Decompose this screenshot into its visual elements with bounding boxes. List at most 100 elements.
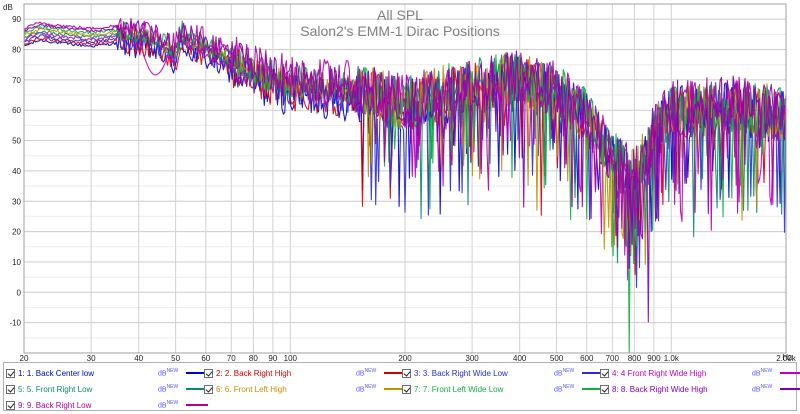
legend-checkbox[interactable] (204, 384, 213, 394)
y-tick-label: 80 (12, 46, 21, 55)
series-line-9 (23, 18, 787, 256)
y-tick-label: 70 (12, 76, 21, 85)
legend-unit: dBNEW (752, 368, 780, 377)
legend-unit-text: dB (554, 386, 563, 394)
legend-unit-text: dB (554, 370, 563, 378)
legend-swatch (384, 388, 406, 390)
legend-unit: dBNEW (356, 368, 384, 377)
x-tick-label: 20 (20, 354, 29, 362)
legend-label: 4: 4 Front Right Wide High (612, 368, 707, 378)
legend-unit-text: dB (158, 370, 167, 378)
legend-item-6[interactable]: 6: 6. Front Left High dBNEW (204, 381, 406, 397)
x-tick-label: 70 (227, 354, 236, 362)
x-tick-label: 30 (87, 354, 96, 362)
y-axis-ticks: 90 80 70 60 50 40 30 20 10 0 -10 (9, 15, 21, 327)
legend-swatch (186, 404, 208, 406)
legend-swatch (186, 372, 208, 374)
y-tick-label: 50 (12, 137, 21, 146)
legend-item-8[interactable]: 8: 8. Back Right Wide High dBNEW (600, 381, 800, 397)
legend-unit: dBNEW (554, 384, 582, 393)
legend-swatch (582, 388, 604, 390)
legend-item-9[interactable]: 9: 9. Back Right Low dBNEW (6, 397, 208, 413)
legend-unit: dBNEW (158, 400, 186, 409)
legend-swatch (384, 372, 406, 374)
x-axis-unit: Hz (782, 353, 792, 362)
y-tick-label: -10 (9, 319, 21, 328)
legend-unit-text: dB (752, 370, 761, 378)
traces (23, 18, 787, 353)
legend-label: 1: 1. Back Center low (18, 368, 95, 378)
legend-checkbox[interactable] (6, 384, 15, 394)
legend-unit: dBNEW (356, 384, 384, 393)
legend-checkbox[interactable] (204, 368, 213, 378)
y-tick-label: 10 (12, 258, 21, 267)
y-tick-label: 40 (12, 167, 21, 176)
x-tick-label: 60 (201, 354, 210, 362)
legend-swatch (780, 388, 800, 390)
legend-swatch (582, 372, 604, 374)
legend-unit-sup: NEW (760, 368, 773, 375)
legend-item-5[interactable]: 5: 5. Front Right Low dBNEW (6, 381, 208, 397)
legend-unit-sup: NEW (562, 384, 575, 391)
x-tick-label: 90 (268, 354, 277, 362)
legend-label: 9: 9. Back Right Low (18, 400, 92, 410)
x-tick-label: 80 (249, 354, 258, 362)
legend-item-4[interactable]: 4: 4 Front Right Wide High dBNEW (600, 365, 800, 381)
legend-unit-sup: NEW (562, 368, 575, 375)
x-tick-label: 200 (398, 354, 412, 362)
legend-item-2[interactable]: 2: 2. Back Right High dBNEW (204, 365, 406, 381)
x-tick-label: 40 (134, 354, 143, 362)
y-axis-unit: dB (3, 3, 13, 12)
x-tick-label: 100 (284, 354, 298, 362)
x-tick-label: 400 (513, 354, 527, 362)
legend-unit: dBNEW (158, 384, 186, 393)
legend-checkbox[interactable] (6, 368, 15, 378)
y-tick-label: 30 (12, 197, 21, 206)
legend-item-7[interactable]: 7: 7. Front Left Wide Low dBNEW (402, 381, 604, 397)
y-tick-label: 60 (12, 106, 21, 115)
x-tick-label: 300 (465, 354, 479, 362)
legend-label: 8: 8. Back Right Wide High (612, 384, 708, 394)
x-tick-label: 2.00k (776, 354, 797, 362)
x-tick-label: 50 (171, 354, 180, 362)
x-tick-label: 700 (606, 354, 620, 362)
legend-checkbox[interactable] (600, 384, 609, 394)
legend-unit-sup: NEW (166, 400, 179, 407)
legend-unit-sup: NEW (166, 384, 179, 391)
legend-unit-sup: NEW (364, 384, 377, 391)
legend-label: 5: 5. Front Right Low (18, 384, 93, 394)
legend-unit: dBNEW (158, 368, 186, 377)
legend-checkbox[interactable] (402, 368, 411, 378)
legend-swatch (780, 372, 800, 374)
chart-subtitle: Salon2's EMM-1 Dirac Positions (300, 23, 500, 39)
legend-label: 2: 2. Back Right High (216, 368, 292, 378)
legend-unit-sup: NEW (760, 384, 773, 391)
legend-unit-text: dB (158, 386, 167, 394)
legend-checkbox[interactable] (402, 384, 411, 394)
x-axis-ticks: 20 30 40 50 60 70 80 90 100 200 300 400 500 600 700 800… (20, 354, 797, 362)
legend-unit-text: dB (356, 386, 365, 394)
legend-unit-sup: NEW (166, 368, 179, 375)
legend-checkbox[interactable] (600, 368, 609, 378)
legend-unit: dBNEW (752, 384, 780, 393)
legend-unit-sup: NEW (364, 368, 377, 375)
plot-frame (23, 3, 787, 354)
x-tick-label: 800 (628, 354, 642, 362)
x-tick-label: 600 (580, 354, 594, 362)
legend-unit-text: dB (356, 370, 365, 378)
y-tick-label: 0 (17, 288, 22, 297)
legend-label: 7: 7. Front Left Wide Low (414, 384, 504, 394)
series-line-3 (23, 30, 787, 289)
legend-unit-text: dB (158, 402, 167, 410)
x-tick-label: 900 (647, 354, 661, 362)
y-tick-label: 90 (12, 15, 21, 24)
legend-unit: dBNEW (554, 368, 582, 377)
chart-title: All SPL (377, 7, 423, 23)
legend-item-3[interactable]: 3: 3. Back Right Wide Low dBNEW (402, 365, 604, 381)
legend-item-1[interactable]: 1: 1. Back Center low dBNEW (6, 365, 208, 381)
legend-checkbox[interactable] (6, 400, 15, 410)
legend: 1: 1. Back Center low dBNEW 2: 2. Back Rig… (3, 362, 800, 413)
legend-label: 6: 6. Front Left High (216, 384, 287, 394)
